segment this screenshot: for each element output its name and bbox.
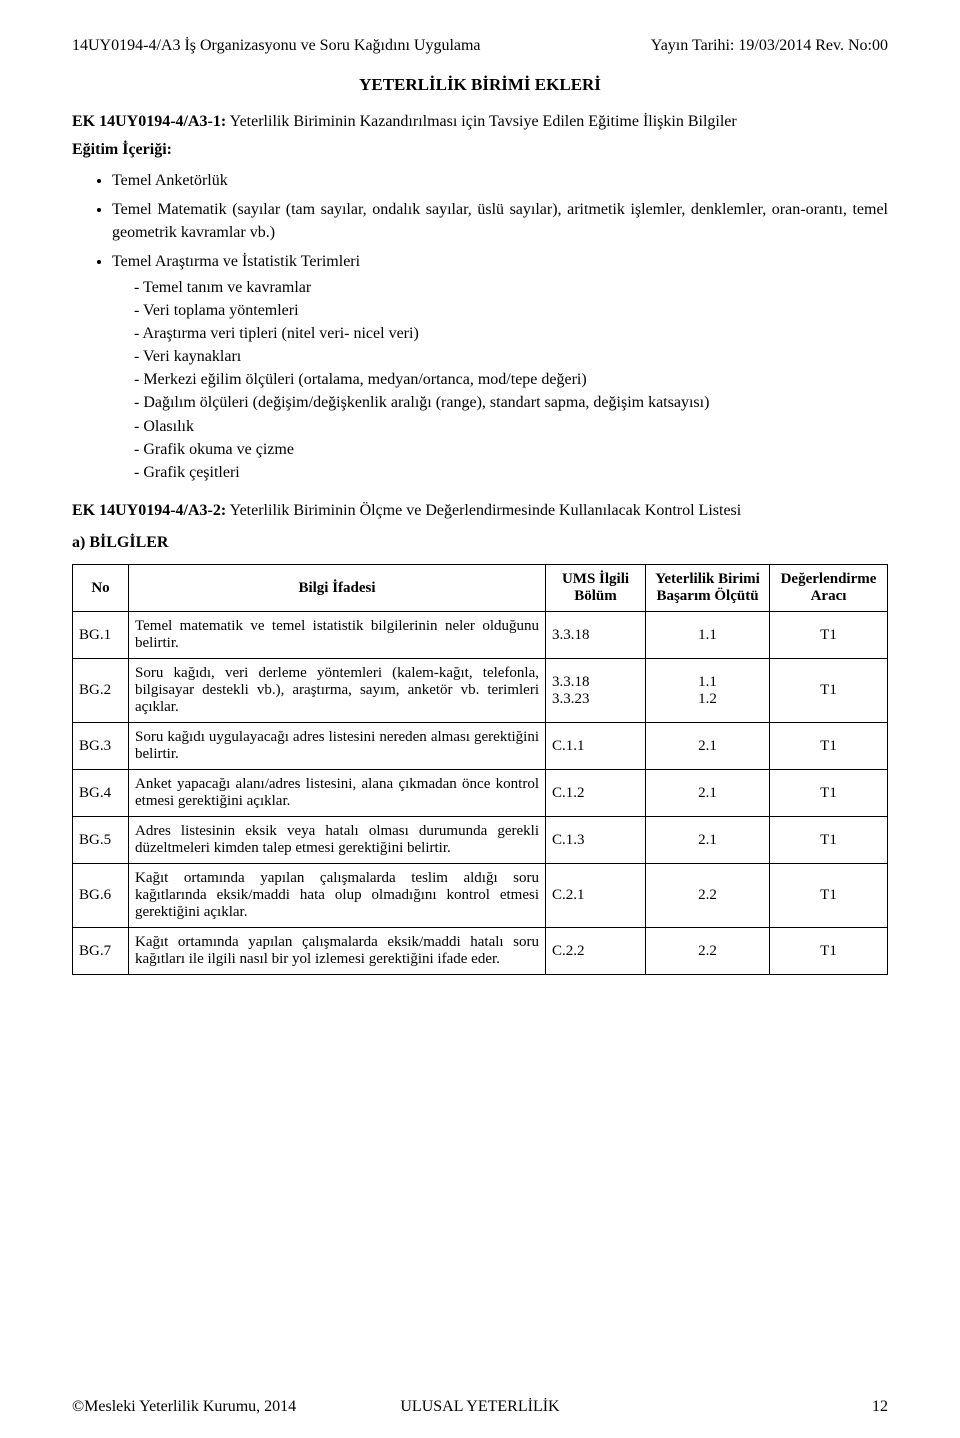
table-row: BG.7 Kağıt ortamında yapılan çalışmalard… [73, 928, 888, 975]
cell-no: BG.6 [73, 864, 129, 928]
table-row: BG.2 Soru kağıdı, veri derleme yöntemler… [73, 659, 888, 723]
cell-arac: T1 [770, 928, 888, 975]
th-arac: Değerlendirme Aracı [770, 565, 888, 612]
cell-ifade: Kağıt ortamında yapılan çalışmalarda tes… [129, 864, 546, 928]
ek2-rest: Yeterlilik Biriminin Ölçme ve Değerlendi… [226, 502, 741, 519]
cell-ums: C.2.2 [546, 928, 646, 975]
sub-bullet-item: Grafik okuma ve çizme [134, 438, 888, 461]
cell-yet: 2.2 [646, 928, 770, 975]
cell-arac: T1 [770, 770, 888, 817]
sub-bullet-item: Olasılık [134, 415, 888, 438]
cell-no: BG.3 [73, 723, 129, 770]
bullet-item: Temel Anketörlük [112, 169, 888, 192]
bullet-item: Temel Araştırma ve İstatistik Terimleri … [112, 250, 888, 484]
header-right: Yayın Tarihi: 19/03/2014 Rev. No:00 [651, 36, 888, 57]
cell-no: BG.7 [73, 928, 129, 975]
sub-bullet-item: Veri kaynakları [134, 345, 888, 368]
table-body: BG.1 Temel matematik ve temel istatistik… [73, 612, 888, 975]
cell-ums: C.1.2 [546, 770, 646, 817]
egitim-icerigi-label: Eğitim İçeriği: [72, 141, 888, 159]
cell-ums: C.1.1 [546, 723, 646, 770]
cell-arac: T1 [770, 817, 888, 864]
bullet-item-label: Temel Araştırma ve İstatistik Terimleri [112, 253, 360, 270]
cell-ifade: Temel matematik ve temel istatistik bilg… [129, 612, 546, 659]
sub-bullet-item: Temel tanım ve kavramlar [134, 276, 888, 299]
sub-bullet-item: Araştırma veri tipleri (nitel veri- nice… [134, 322, 888, 345]
footer-center: ULUSAL YETERLİLİK [72, 1398, 888, 1416]
cell-ifade: Anket yapacağı alanı/adres listesini, al… [129, 770, 546, 817]
cell-ifade: Soru kağıdı, veri derleme yöntemleri (ka… [129, 659, 546, 723]
cell-ums: C.2.1 [546, 864, 646, 928]
ek1-title: EK 14UY0194-4/A3-1: Yeterlilik Biriminin… [72, 113, 888, 131]
bullet-item: Temel Matematik (sayılar (tam sayılar, o… [112, 198, 888, 244]
cell-no: BG.1 [73, 612, 129, 659]
document-page: 14UY0194-4/A3 İş Organizasyonu ve Soru K… [0, 0, 960, 1438]
cell-yet: 2.1 [646, 817, 770, 864]
sub-bullet-list: Temel tanım ve kavramlar Veri toplama yö… [112, 276, 888, 485]
sub-bullet-item: Veri toplama yöntemleri [134, 299, 888, 322]
ek1-rest: Yeterlilik Biriminin Kazandırılması için… [226, 113, 737, 130]
cell-ifade: Soru kağıdı uygulayacağı adres listesini… [129, 723, 546, 770]
bilgiler-heading: a) BİLGİLER [72, 534, 888, 552]
sub-bullet-item: Dağılım ölçüleri (değişim/değişkenlik ar… [134, 391, 888, 414]
cell-arac: T1 [770, 612, 888, 659]
cell-no: BG.4 [73, 770, 129, 817]
page-footer: ©Mesleki Yeterlilik Kurumu, 2014 ULUSAL … [72, 1398, 888, 1416]
top-bullet-list: Temel Anketörlük Temel Matematik (sayıla… [72, 169, 888, 484]
header-left: 14UY0194-4/A3 İş Organizasyonu ve Soru K… [72, 36, 481, 57]
table-row: BG.1 Temel matematik ve temel istatistik… [73, 612, 888, 659]
cell-ums: 3.3.18 [546, 612, 646, 659]
cell-yet: 1.1 [646, 612, 770, 659]
cell-ums: 3.3.183.3.23 [546, 659, 646, 723]
th-no: No [73, 565, 129, 612]
table-row: BG.5 Adres listesinin eksik veya hatalı … [73, 817, 888, 864]
cell-arac: T1 [770, 864, 888, 928]
section-title: YETERLİLİK BİRİMİ EKLERİ [72, 75, 888, 95]
cell-ifade: Adres listesinin eksik veya hatalı olmas… [129, 817, 546, 864]
cell-yet: 2.1 [646, 723, 770, 770]
table-row: BG.3 Soru kağıdı uygulayacağı adres list… [73, 723, 888, 770]
cell-ums: C.1.3 [546, 817, 646, 864]
cell-arac: T1 [770, 659, 888, 723]
sub-bullet-item: Merkezi eğilim ölçüleri (ortalama, medya… [134, 368, 888, 391]
table-head: No Bilgi İfadesi UMS İlgili Bölüm Yeterl… [73, 565, 888, 612]
ek2-lead: EK 14UY0194-4/A3-2: [72, 502, 226, 519]
sub-bullet-item: Grafik çeşitleri [134, 461, 888, 484]
cell-yet: 1.11.2 [646, 659, 770, 723]
table-header-row: No Bilgi İfadesi UMS İlgili Bölüm Yeterl… [73, 565, 888, 612]
table-row: BG.6 Kağıt ortamında yapılan çalışmalard… [73, 864, 888, 928]
th-yet: Yeterlilik Birimi Başarım Ölçütü [646, 565, 770, 612]
cell-no: BG.2 [73, 659, 129, 723]
bilgiler-table: No Bilgi İfadesi UMS İlgili Bölüm Yeterl… [72, 564, 888, 975]
cell-arac: T1 [770, 723, 888, 770]
th-ifade: Bilgi İfadesi [129, 565, 546, 612]
cell-yet: 2.1 [646, 770, 770, 817]
cell-no: BG.5 [73, 817, 129, 864]
cell-yet: 2.2 [646, 864, 770, 928]
ek1-lead: EK 14UY0194-4/A3-1: [72, 113, 226, 130]
cell-ifade: Kağıt ortamında yapılan çalışmalarda eks… [129, 928, 546, 975]
page-header: 14UY0194-4/A3 İş Organizasyonu ve Soru K… [72, 36, 888, 57]
th-ums: UMS İlgili Bölüm [546, 565, 646, 612]
table-row: BG.4 Anket yapacağı alanı/adres listesin… [73, 770, 888, 817]
ek2-title: EK 14UY0194-4/A3-2: Yeterlilik Biriminin… [72, 502, 888, 520]
